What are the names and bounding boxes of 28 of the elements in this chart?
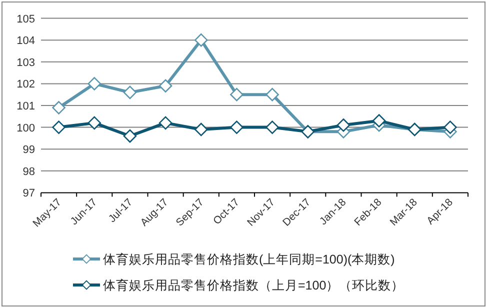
legend-label: 体育娱乐用品零售价格指数（上月=100）（环比数） (103, 278, 404, 292)
y-tick-label: 104 (16, 35, 35, 48)
point (336, 118, 350, 132)
point (158, 116, 172, 130)
point (194, 33, 208, 47)
point (230, 120, 244, 134)
y-tick-label: 103 (16, 56, 35, 69)
y-tick-label: 105 (16, 13, 35, 26)
point (266, 120, 279, 134)
point (444, 120, 457, 134)
y-tick-label: 102 (16, 78, 35, 91)
point (230, 88, 244, 102)
point (194, 122, 208, 136)
y-tick-label: 98 (22, 166, 35, 178)
y-tick-label: 97 (22, 188, 35, 200)
y-tick-label: 100 (16, 122, 35, 134)
point (52, 120, 66, 134)
y-tick-label: 99 (22, 144, 35, 156)
point (88, 77, 102, 90)
point (52, 101, 66, 114)
point (88, 116, 102, 130)
y-tick-label: 101 (16, 100, 35, 112)
point (123, 86, 137, 100)
legend-label: 体育娱乐用品零售价格指数(上年同期=100)(本期数) (103, 252, 395, 266)
point (266, 88, 279, 102)
point (158, 79, 172, 93)
point (372, 114, 386, 128)
point (123, 129, 137, 143)
